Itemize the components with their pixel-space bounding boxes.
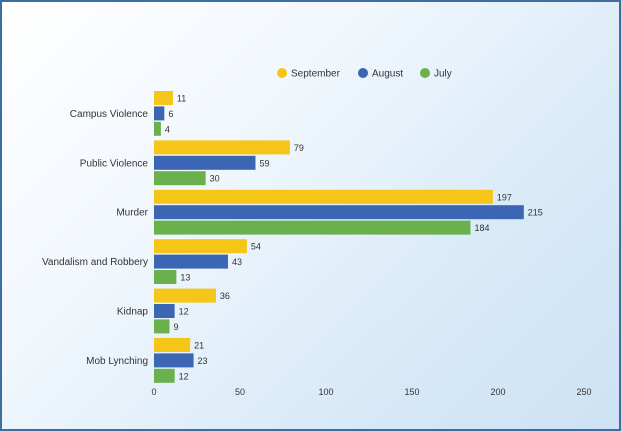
legend-label-august: August	[372, 69, 403, 80]
bar-kidnap-august	[154, 304, 175, 318]
legend-label-july: July	[434, 69, 452, 80]
x-tick-label-50: 50	[235, 387, 245, 397]
bar-mob-lynching-july	[154, 368, 175, 383]
bar-vandalism-and-robbery-september	[154, 239, 247, 254]
value-label-murder-july: 184	[474, 223, 489, 233]
value-label-murder-september: 197	[497, 192, 512, 202]
category-label-kidnap: Kidnap	[117, 307, 149, 318]
value-label-public-violence-september: 79	[294, 143, 304, 153]
value-label-mob-lynching-july: 12	[179, 371, 189, 381]
value-label-campus-violence-july: 4	[165, 124, 170, 134]
bar-kidnap-july	[154, 319, 170, 334]
bar-campus-violence-august	[154, 106, 165, 121]
x-tick-label-150: 150	[404, 387, 419, 397]
value-label-murder-august: 215	[528, 208, 543, 218]
legend-marker-august	[358, 68, 368, 78]
value-label-kidnap-august: 12	[179, 307, 189, 317]
x-tick-label-200: 200	[490, 387, 505, 397]
bar-public-violence-august	[154, 155, 256, 170]
bar-campus-violence-september	[154, 91, 173, 105]
category-label-vandalism-and-robbery: Vandalism and Robbery	[42, 257, 148, 268]
value-label-kidnap-july: 9	[173, 322, 178, 332]
bar-public-violence-july	[154, 171, 206, 186]
x-tick-label-0: 0	[151, 387, 156, 397]
value-label-campus-violence-september: 11	[177, 94, 186, 104]
category-label-mob-lynching: Mob Lynching	[86, 356, 148, 367]
bar-murder-july	[154, 220, 471, 235]
bar-mob-lynching-august	[154, 353, 194, 368]
value-label-mob-lynching-august: 23	[198, 356, 208, 366]
legend-label-september: September	[291, 69, 341, 80]
bar-murder-september	[154, 189, 493, 204]
category-label-murder: Murder	[116, 208, 148, 219]
legend-marker-july	[420, 68, 430, 78]
category-label-public-violence: Public Violence	[80, 158, 149, 169]
bar-mob-lynching-september	[154, 338, 191, 352]
x-tick-label-100: 100	[318, 387, 333, 397]
bar-public-violence-september	[154, 140, 290, 155]
bar-vandalism-and-robbery-july	[154, 270, 177, 284]
value-label-campus-violence-august: 6	[168, 109, 173, 119]
value-label-mob-lynching-september: 21	[194, 341, 204, 351]
bar-kidnap-september	[154, 288, 216, 303]
bar-vandalism-and-robbery-august	[154, 254, 228, 269]
value-label-vandalism-and-robbery-july: 13	[180, 273, 190, 283]
value-label-vandalism-and-robbery-september: 54	[251, 242, 261, 252]
value-label-public-violence-july: 30	[210, 174, 220, 184]
bar-murder-august	[154, 205, 524, 220]
category-label-campus-violence: Campus Violence	[70, 109, 149, 120]
x-tick-label-250: 250	[576, 387, 591, 397]
value-label-vandalism-and-robbery-august: 43	[232, 257, 242, 267]
value-label-public-violence-august: 59	[259, 158, 269, 168]
legend-marker-september	[277, 68, 287, 78]
bar-campus-violence-july	[154, 121, 161, 136]
value-label-kidnap-september: 36	[220, 291, 230, 301]
